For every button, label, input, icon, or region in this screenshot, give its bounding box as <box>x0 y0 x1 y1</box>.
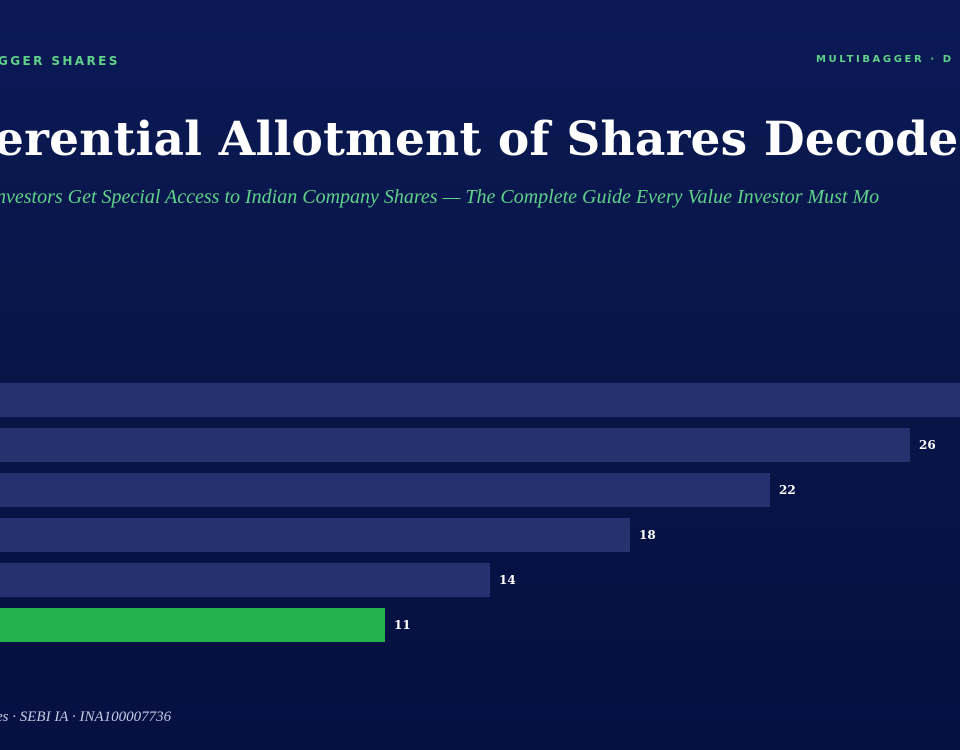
bar-highlight <box>0 608 385 642</box>
bar-value-label: 26 <box>919 438 936 452</box>
page-subtitle: nvestors Get Special Access to Indian Co… <box>0 186 880 208</box>
bar-value-label: 11 <box>394 618 411 632</box>
page-title: erential Allotment of Shares Decoded <box>0 112 960 167</box>
bar <box>0 383 960 417</box>
bar <box>0 563 490 597</box>
bar-value-label: 18 <box>639 528 656 542</box>
bar-value-label: 22 <box>779 483 796 497</box>
bar <box>0 473 770 507</box>
brand-right: MULTIBAGGER · D <box>816 54 954 65</box>
bar <box>0 428 910 462</box>
brand-left: GGER SHARES <box>0 54 120 68</box>
bar-chart: 26 22 18 14 11 <box>0 383 960 642</box>
bar-value-label: 14 <box>499 573 516 587</box>
footer-note: es · SEBI IA · INA100007736 <box>0 709 172 725</box>
bar <box>0 518 630 552</box>
